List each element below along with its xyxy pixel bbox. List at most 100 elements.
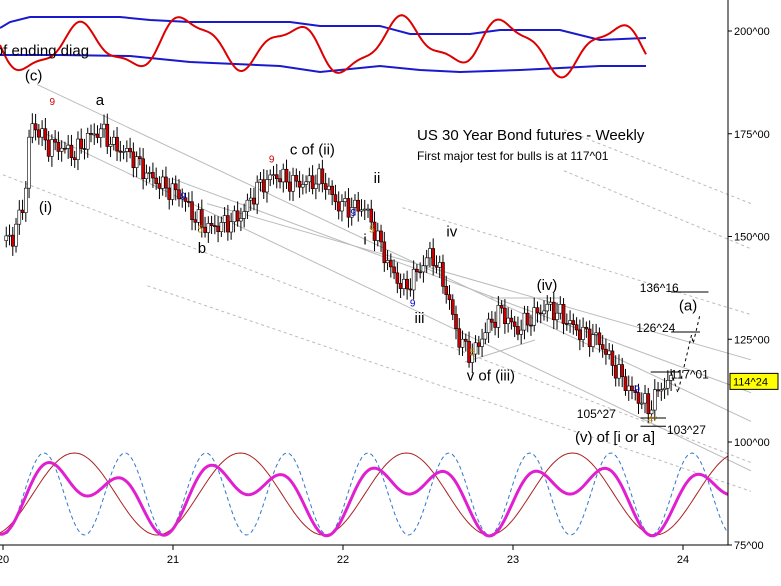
candle-body xyxy=(630,385,634,391)
wave-label: [v] of ending diag xyxy=(0,43,89,60)
candle-body xyxy=(274,174,279,180)
channel-line-6 xyxy=(402,207,752,316)
channel-line-2 xyxy=(172,178,752,394)
wave-label: a xyxy=(96,92,105,109)
candle-body xyxy=(252,197,256,205)
candle-body xyxy=(656,389,660,392)
candle-body xyxy=(301,184,305,188)
candle-body xyxy=(177,189,181,200)
cycle-panel xyxy=(0,452,729,538)
channel-line-1 xyxy=(36,129,752,472)
candle-body xyxy=(548,301,553,305)
candle-body xyxy=(327,185,331,190)
wave-label: c of (ii) xyxy=(290,141,335,158)
candle-body xyxy=(40,128,44,138)
candle-body xyxy=(196,209,201,223)
candle-body xyxy=(265,179,269,193)
candle-body xyxy=(14,223,18,247)
candle-body xyxy=(343,198,347,202)
oscillator-line xyxy=(0,14,647,79)
wave-label: ii xyxy=(374,170,381,187)
candle-body xyxy=(186,201,191,203)
candle-body xyxy=(375,230,380,241)
candle-body xyxy=(359,209,364,212)
candle-body xyxy=(519,329,523,335)
candle-body xyxy=(173,183,178,191)
candle-body xyxy=(33,123,38,131)
wave-label: (c) xyxy=(25,67,43,84)
candle-body xyxy=(424,257,429,267)
td-count: 9 xyxy=(269,155,275,166)
x-tick-label: 23 xyxy=(507,554,519,566)
channel-line-0 xyxy=(36,83,752,422)
projection-path xyxy=(670,314,701,395)
candle-body xyxy=(320,168,325,184)
candle-body xyxy=(398,283,403,289)
candle-body xyxy=(542,310,546,315)
candle-body xyxy=(232,210,237,223)
candle-body xyxy=(268,174,273,180)
candle-body xyxy=(496,305,501,328)
wave-label: (a) xyxy=(679,297,697,314)
candle-body xyxy=(213,225,217,227)
candle-body xyxy=(483,332,488,340)
candle-body xyxy=(284,168,289,183)
candle-body xyxy=(411,269,416,291)
candle-body xyxy=(69,144,74,159)
td-count: 5 xyxy=(469,348,475,359)
candle-body xyxy=(27,136,31,189)
candle-body xyxy=(76,138,80,160)
candle-body xyxy=(356,199,361,212)
candle-body xyxy=(333,194,338,203)
candle-body xyxy=(353,199,357,208)
candle-body xyxy=(20,209,25,213)
candle-body xyxy=(392,266,396,274)
candle-body xyxy=(574,324,579,331)
candle-body xyxy=(460,338,465,348)
current-price-label: 114^24 xyxy=(733,376,768,388)
candle-body xyxy=(297,180,302,188)
candle-body xyxy=(437,262,442,268)
candle-body xyxy=(193,219,198,223)
x-tick-label: 22 xyxy=(337,554,349,566)
candle-body xyxy=(571,320,576,326)
wave-label: i xyxy=(363,232,366,249)
wave-label: iii xyxy=(415,310,425,327)
candle-body xyxy=(434,265,439,268)
candle-body xyxy=(421,265,426,273)
wave-label: (i) xyxy=(39,199,52,216)
td-count: 9 xyxy=(350,208,356,219)
oscillator-panel xyxy=(0,14,647,79)
candle-body xyxy=(428,248,432,259)
candle-body xyxy=(415,269,419,273)
candle-body xyxy=(72,157,77,160)
td-count: 9 xyxy=(634,385,640,396)
candle-body xyxy=(235,210,240,222)
candle-body xyxy=(441,262,445,287)
candle-body xyxy=(669,375,673,381)
wave-label: 117^01 xyxy=(671,368,709,382)
td-count: 9 xyxy=(410,298,416,309)
channel-line-4 xyxy=(2,174,752,464)
candle-body xyxy=(229,221,233,233)
candle-body xyxy=(643,393,647,404)
candle-body xyxy=(587,328,592,347)
candle-body xyxy=(623,376,628,391)
candle-body xyxy=(226,215,230,233)
candle-body xyxy=(209,223,214,226)
candle-body xyxy=(85,133,90,150)
candle-body xyxy=(128,148,132,153)
channel-line-3 xyxy=(206,203,752,361)
candle-body xyxy=(245,199,250,212)
candle-body xyxy=(307,175,312,183)
candle-body xyxy=(454,314,458,330)
candle-body xyxy=(604,348,608,355)
candle-body xyxy=(522,312,527,331)
candle-body xyxy=(200,209,204,228)
candle-body xyxy=(50,139,54,157)
candle-body xyxy=(239,218,243,222)
candle-body xyxy=(170,183,175,200)
candle-body xyxy=(30,123,35,138)
candle-body xyxy=(134,156,139,168)
candle-body xyxy=(219,222,224,232)
